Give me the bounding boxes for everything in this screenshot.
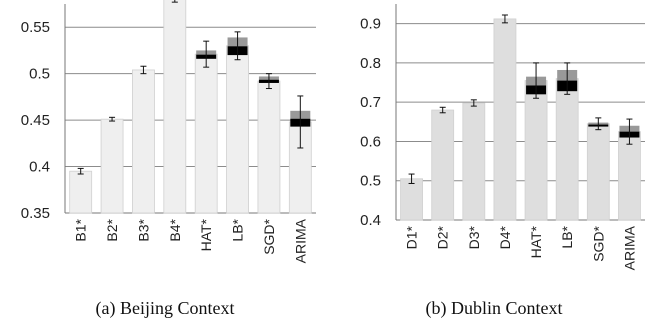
bar-b4	[163, 0, 187, 214]
y-tick-label: 0.7	[360, 94, 381, 111]
bar-d3	[462, 102, 486, 221]
bar-lb	[226, 45, 249, 214]
bar-d4	[493, 18, 517, 221]
bar-b2	[100, 118, 124, 214]
x-tick-label: ARIMA	[292, 218, 308, 263]
x-tick-label: SGD*	[261, 218, 277, 254]
bar-b3	[132, 69, 155, 214]
y-tick-label: 0.6	[360, 133, 381, 150]
x-tick-label: B4*	[167, 218, 183, 241]
bar-hat	[194, 53, 218, 214]
y-tick-label: 0.9	[360, 16, 381, 33]
x-tick-label: LB*	[230, 218, 246, 241]
caption-beijing: (a) Beijing Context	[96, 298, 235, 319]
x-tick-label: SGD*	[590, 225, 606, 261]
x-tick-label: D3*	[466, 225, 482, 249]
bar-arima	[618, 131, 641, 221]
x-tick-label: B1*	[73, 218, 89, 241]
caption-dublin: (b) Dublin Context	[426, 298, 563, 319]
chart-beijing: 0.35 0.4 0.45 0.5 0.55 B1* B2* B3* B4* HAT* LB* SGD…	[21, 0, 316, 263]
x-tick-label: D4*	[497, 225, 513, 249]
x-tick-label: B3*	[135, 218, 151, 241]
bar-d1	[400, 178, 423, 221]
y-tick-label: 0.55	[21, 19, 50, 36]
x-tick-label: ARIMA	[621, 225, 637, 270]
y-tick-label: 0.8	[360, 55, 381, 72]
bar-sgd	[257, 80, 281, 214]
bar-lb	[555, 78, 579, 221]
y-tick-label: 0.5	[360, 173, 381, 190]
y-tick-label: 0.4	[29, 159, 50, 176]
bar-sgd	[586, 123, 610, 221]
bar-b1	[69, 170, 93, 214]
x-tick-label: D2*	[435, 225, 451, 249]
bar-d2	[431, 109, 455, 221]
y-tick-label: 0.5	[29, 66, 50, 83]
y-tick-label: 0.35	[21, 205, 50, 222]
x-tick-label: HAT*	[198, 218, 214, 251]
chart-dublin: 0.4 0.5 0.6 0.7 0.8 0.9 D1* D2* D3* D4* HAT* LB* SGD…	[360, 4, 645, 270]
x-tick-label: HAT*	[528, 225, 544, 258]
x-tick-label: D1*	[404, 225, 420, 249]
x-tick-label: LB*	[559, 225, 575, 248]
bar-hat	[524, 80, 548, 221]
x-tick-label: B2*	[104, 218, 120, 241]
y-tick-label: 0.45	[21, 112, 50, 129]
y-tick-label: 0.4	[360, 212, 381, 229]
